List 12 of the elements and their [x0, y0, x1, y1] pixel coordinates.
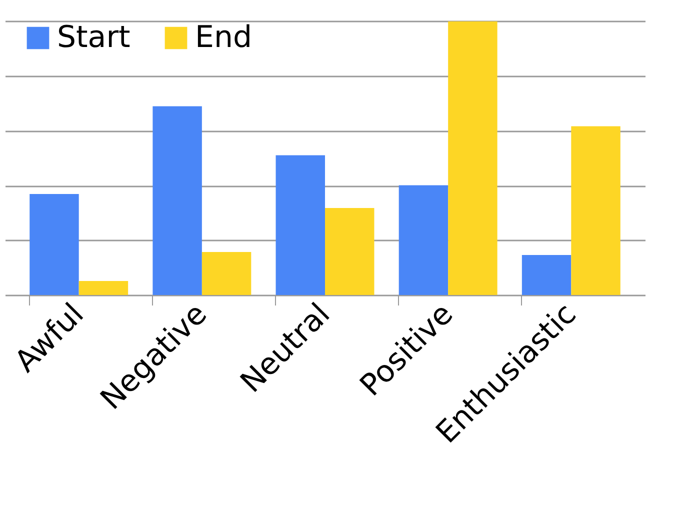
bar: [152, 106, 202, 295]
bar: [522, 255, 572, 295]
bar: [202, 252, 252, 295]
bar: [276, 155, 325, 295]
bar: [448, 21, 498, 295]
legend-label: Start: [57, 20, 131, 55]
bar: [571, 126, 620, 295]
legend-label: End: [195, 20, 252, 55]
bar: [398, 185, 448, 295]
bar: [30, 194, 79, 295]
bar: [325, 208, 374, 295]
bar: [78, 281, 128, 295]
